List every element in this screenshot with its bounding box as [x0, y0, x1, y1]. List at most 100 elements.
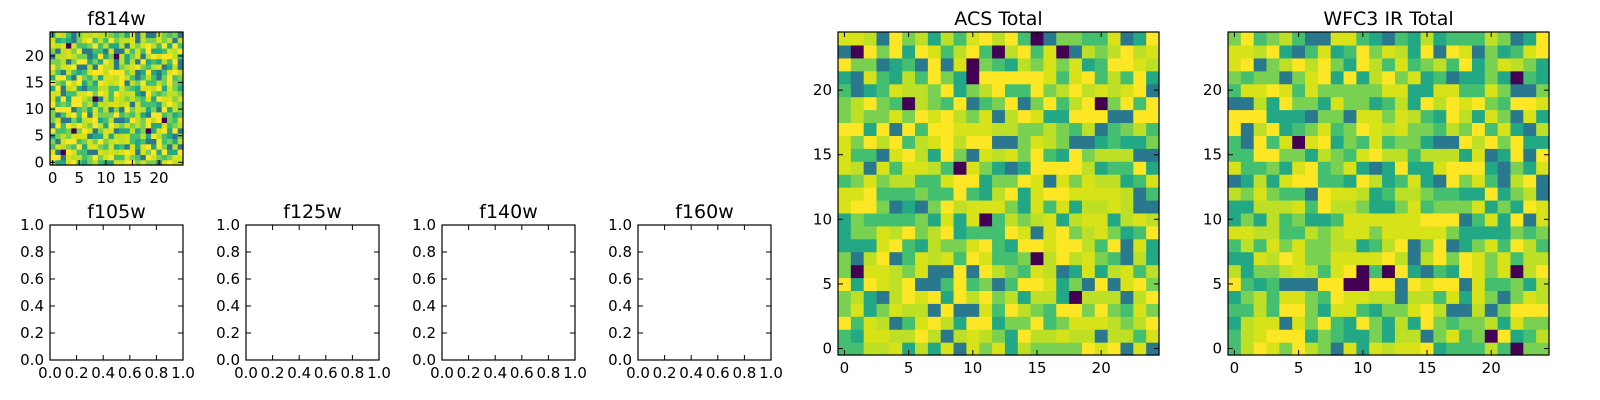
heatmap-cell: [156, 42, 163, 49]
heatmap-cell: [953, 212, 967, 227]
heatmap-cell: [915, 225, 929, 240]
heatmap-cell: [87, 159, 94, 166]
y-tick-label: 0.8: [20, 243, 44, 261]
heatmap-cell: [1240, 238, 1255, 253]
heatmap-cell: [1056, 199, 1070, 214]
heatmap-cell: [953, 199, 967, 214]
heatmap-cell: [1069, 251, 1083, 266]
heatmap-cell: [161, 122, 168, 129]
heatmap-cell: [1133, 199, 1147, 214]
heatmap-cell: [1356, 83, 1370, 98]
y-tick-label: 0.2: [216, 324, 240, 342]
heatmap-cell: [1228, 290, 1242, 304]
heatmap-cell: [979, 277, 993, 291]
heatmap-cell: [1356, 96, 1370, 111]
heatmap-cell: [1133, 264, 1147, 279]
heatmap-cell: [65, 74, 72, 81]
heatmap-cell: [1536, 251, 1550, 266]
heatmap-cell: [1523, 290, 1537, 304]
heatmap-cell: [838, 238, 852, 253]
heatmap-cell: [1497, 96, 1512, 111]
heatmap-cell: [1240, 316, 1255, 330]
heatmap-cell: [145, 117, 152, 124]
heatmap-cell: [177, 149, 184, 155]
heatmap-cell: [1146, 264, 1160, 279]
heatmap-cell: [902, 109, 916, 124]
heatmap-cell: [1043, 161, 1057, 175]
heatmap-cell: [108, 149, 115, 155]
heatmap-cell: [1240, 32, 1255, 46]
heatmap-cell: [1107, 199, 1122, 214]
heatmap-cell: [1382, 290, 1396, 304]
heatmap-cell: [1081, 32, 1096, 46]
heatmap-cell: [167, 32, 173, 38]
heatmap-cell: [50, 85, 56, 92]
heatmap-cell: [915, 290, 929, 304]
heatmap-cell: [135, 159, 142, 166]
heatmap-cell: [966, 57, 980, 72]
heatmap-cell: [151, 47, 157, 54]
heatmap-cell: [103, 63, 110, 70]
heatmap-cell: [992, 135, 1006, 149]
heatmap-cell: [145, 111, 152, 118]
heatmap-cell: [113, 90, 120, 97]
heatmap-cell: [1382, 316, 1396, 330]
heatmap-cell: [1382, 148, 1396, 162]
heatmap-cell: [1120, 199, 1134, 214]
heatmap-cell: [1484, 199, 1499, 214]
chart-title: f105w: [87, 201, 146, 223]
heatmap-cell: [850, 212, 865, 227]
heatmap-cell: [1094, 148, 1109, 162]
heatmap-cell: [1043, 83, 1057, 98]
heatmap-cell: [129, 69, 136, 76]
heatmap-cell: [1017, 225, 1032, 240]
heatmap-cell: [1382, 225, 1396, 240]
heatmap-cell: [1133, 96, 1147, 111]
heatmap-cell: [50, 101, 56, 108]
heatmap-cell: [1343, 70, 1357, 85]
heatmap-cell: [1094, 264, 1109, 279]
heatmap-cell: [1017, 342, 1032, 356]
heatmap-cell: [60, 149, 67, 155]
heatmap-cell: [1146, 329, 1160, 343]
heatmap-cell: [87, 117, 94, 124]
heatmap-cell: [966, 264, 980, 279]
heatmap-cell: [1017, 148, 1032, 162]
heatmap-cell: [1004, 83, 1019, 98]
heatmap-cell: [1069, 187, 1083, 201]
heatmap-cell: [1043, 342, 1057, 356]
heatmap-cell: [129, 138, 136, 145]
heatmap-cell: [129, 122, 136, 129]
heatmap-cell: [129, 143, 136, 150]
heatmap-cell: [135, 58, 142, 65]
heatmap-cell: [953, 187, 967, 201]
heatmap-cell: [135, 47, 142, 54]
heatmap-cell: [876, 57, 890, 72]
heatmap-cell: [1043, 264, 1057, 279]
heatmap-cell: [1292, 83, 1306, 98]
heatmap-cell: [1382, 212, 1396, 227]
heatmap-cell: [71, 42, 78, 49]
heatmap-cell: [1133, 135, 1147, 149]
heatmap-cell: [889, 342, 903, 356]
heatmap-cell: [97, 111, 104, 118]
y-tick-label: 0.6: [412, 270, 436, 288]
heatmap-cell: [1356, 122, 1370, 136]
heatmap-cell: [1459, 316, 1473, 330]
y-tick-label: 0.0: [608, 351, 632, 369]
heatmap-cell: [1433, 316, 1447, 330]
heatmap-cell: [1292, 32, 1306, 46]
heatmap-cell: [1536, 174, 1550, 188]
heatmap-cell: [1523, 187, 1537, 201]
heatmap-cell: [966, 148, 980, 162]
heatmap-cell: [145, 138, 152, 145]
heatmap-cell: [55, 106, 62, 113]
heatmap-cell: [1069, 238, 1083, 253]
heatmap-cell: [1407, 277, 1422, 291]
heatmap-cell: [135, 106, 142, 113]
heatmap-cell: [140, 58, 147, 65]
heatmap-cell: [161, 149, 168, 155]
heatmap-cell: [145, 32, 152, 38]
heatmap-cell: [1120, 290, 1134, 304]
